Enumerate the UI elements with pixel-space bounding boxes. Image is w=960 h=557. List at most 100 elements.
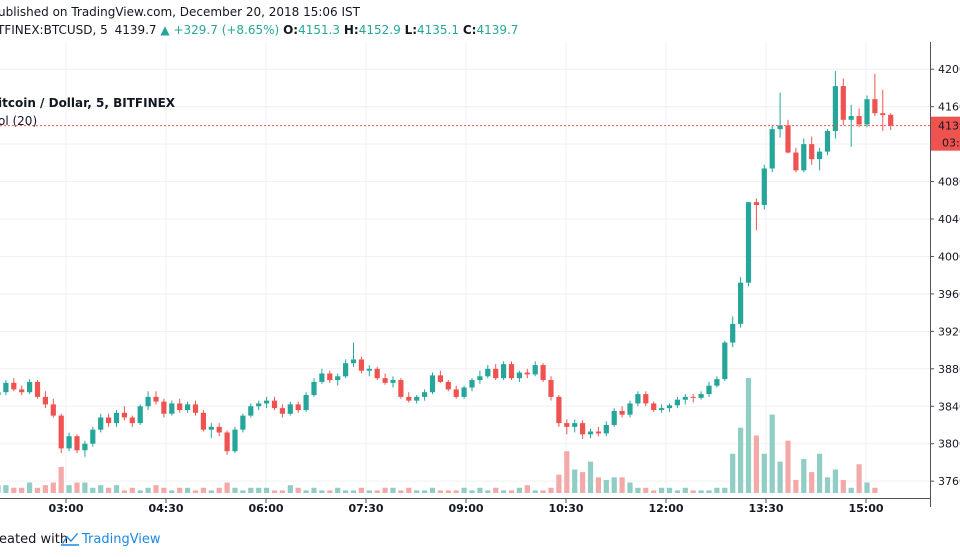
volume-bar <box>508 490 515 493</box>
chart-legend: itcoin / Dollar, 5, BITFINEX ol (20) <box>0 94 175 130</box>
volume-bar <box>445 490 451 493</box>
price-axis[interactable]: 3760380038403880392039604000404040804120… <box>930 42 960 507</box>
volume-bar <box>256 487 262 493</box>
candle-body <box>256 403 262 407</box>
time-tick-label: 04:30 <box>148 502 183 515</box>
candle-body <box>224 432 230 452</box>
candle-body <box>113 412 120 424</box>
candle-body <box>793 152 799 171</box>
volume-bar <box>145 487 151 493</box>
volume-bar <box>271 490 278 493</box>
candle-body <box>145 396 151 407</box>
candle-body <box>548 380 554 397</box>
candle-body <box>453 389 459 397</box>
tradingview-brand-link[interactable]: TradingView <box>82 532 161 547</box>
close-value: 4139.7 <box>476 23 519 37</box>
volume-bar <box>651 490 657 493</box>
candle-body <box>627 403 633 415</box>
volume-bar <box>90 487 96 493</box>
candle-body <box>287 404 293 414</box>
chart-area[interactable]: 3760380038403880392039604000404040804120… <box>0 42 960 515</box>
candle-body <box>319 373 325 382</box>
ohlc-line: TFINEX:BTCUSD, 5 4139.7 ▲ +329.7 (+8.65%… <box>0 22 518 38</box>
time-tick-label: 15:00 <box>848 502 883 515</box>
candle-body <box>98 417 104 430</box>
candle-body <box>200 412 206 430</box>
candle-body <box>777 125 783 130</box>
candle-body <box>264 400 270 404</box>
time-tick-label: 12:00 <box>648 502 683 515</box>
candle-body <box>532 365 538 375</box>
candle-body <box>493 368 499 379</box>
volume-bar <box>532 490 538 493</box>
volume-bar <box>121 490 127 493</box>
candlestick-chart[interactable]: 3760380038403880392039604000404040804120… <box>0 42 960 527</box>
volume-bar <box>27 482 33 493</box>
volume-bar <box>785 440 791 493</box>
volume-bar <box>58 466 64 493</box>
volume-bar <box>11 487 17 493</box>
volume-bar <box>730 453 736 493</box>
volume-bar <box>319 490 325 493</box>
price-tick-label: 3840 <box>938 400 960 413</box>
candle-body <box>192 404 199 413</box>
volume-bar <box>698 490 704 493</box>
candle-body <box>58 415 64 449</box>
candle-body <box>832 86 838 132</box>
candle-body <box>429 375 436 393</box>
volume-bar <box>666 487 673 493</box>
volume-bar <box>169 490 175 493</box>
volume-bar <box>643 487 649 493</box>
candle-body <box>42 396 48 405</box>
candle-body <box>185 404 191 410</box>
candle-body <box>540 365 546 381</box>
candle-body <box>738 282 744 324</box>
volume-bar <box>682 487 688 493</box>
volume-bar <box>82 482 88 493</box>
volume-bar <box>113 485 120 493</box>
candle-body <box>169 403 175 414</box>
volume-bar <box>722 487 728 493</box>
volume-bar <box>516 487 522 493</box>
time-tick-label: 13:30 <box>748 502 783 515</box>
volume-bar <box>603 479 609 493</box>
volume-bar <box>232 487 238 493</box>
price-tick-label: 3880 <box>938 363 960 376</box>
low-value: 4135.1 <box>417 23 460 37</box>
candle-body <box>271 400 278 409</box>
close-label: C: <box>462 23 477 37</box>
candle-body <box>374 368 380 379</box>
tradingview-logo-icon <box>61 533 79 546</box>
candle-body <box>501 364 507 379</box>
price-tick-label: 4000 <box>938 250 960 263</box>
candle-body <box>19 389 25 393</box>
volume-bar <box>279 490 285 493</box>
candle-body <box>706 385 712 395</box>
candle-body <box>595 431 601 434</box>
volume-bar <box>295 487 301 493</box>
volume-bar <box>240 490 246 493</box>
volume-bar <box>390 487 396 493</box>
volume-bar <box>185 487 191 493</box>
candle-body <box>0 392 1 396</box>
volume-bar <box>769 414 775 493</box>
candle-body <box>872 99 878 114</box>
candle-body <box>303 395 309 410</box>
candle-body <box>34 381 41 397</box>
volume-bar <box>580 472 586 493</box>
candle-body <box>311 381 317 396</box>
time-tick-label: 06:00 <box>248 502 283 515</box>
volume-bar <box>548 487 554 493</box>
price-badge: 4139 03: <box>931 116 960 151</box>
candle-body <box>477 376 483 381</box>
volume-bar <box>461 487 467 493</box>
symbol-label: TFINEX:BTCUSD, 5 <box>0 23 108 37</box>
volume-bar <box>587 461 594 493</box>
candle-body <box>666 405 673 409</box>
price-tick-label: 3920 <box>938 325 960 338</box>
volume-bar <box>809 472 815 493</box>
volume-bar <box>161 487 167 493</box>
price-tick-label: 3760 <box>938 475 960 488</box>
time-axis[interactable]: 03:00 04:30 06:00 07:30 09:00 10:30 12:00 13:30… <box>0 498 930 515</box>
candle-body <box>469 380 475 388</box>
